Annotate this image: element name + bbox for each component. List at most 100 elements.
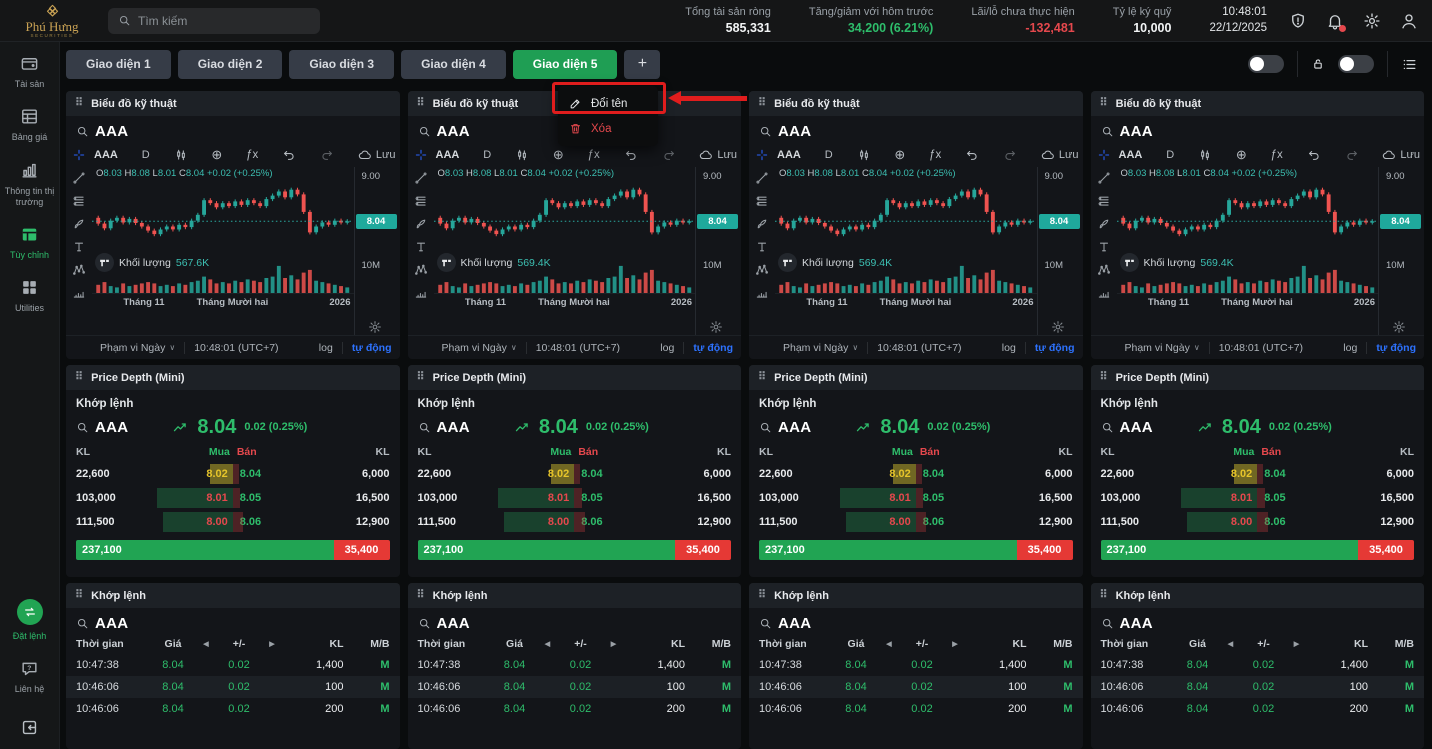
scale-settings-icon[interactable] [709,320,723,334]
ticker-symbol[interactable]: AAA [436,123,470,140]
crosshair-tool-icon[interactable] [414,148,428,162]
drag-handle-icon[interactable]: ⠿ [75,589,84,601]
price-plot[interactable]: O8.03 H8.08 L8.01 C8.04 +0.02 (+0.25%) K… [775,167,1037,335]
search-icon[interactable] [1101,617,1114,630]
range-selector[interactable]: Phạm vi Ngày [100,341,166,354]
bid-price-cell[interactable]: 8.00 [157,510,233,534]
price-plot[interactable]: O8.03 H8.08 L8.01 C8.04 +0.02 (+0.25%) K… [1116,167,1378,335]
price-plot[interactable]: O8.03 H8.08 L8.01 C8.04 +0.02 (+0.25%) K… [92,167,354,335]
sidebar-item-order[interactable]: Đặt lệnh [0,598,59,642]
price-scale[interactable]: 9.00 8.04 10M [1036,167,1083,335]
crosshair-tool-icon[interactable] [755,148,769,162]
ask-price-cell[interactable]: 8.05 [232,486,309,510]
ask-price-cell[interactable]: 8.05 [1257,486,1333,510]
log-scale-button[interactable]: log [1343,341,1358,354]
crosshair-tool-icon[interactable] [72,148,86,162]
ticker-symbol[interactable]: AAA [778,615,812,632]
ticker-symbol[interactable]: AAA [436,418,470,436]
depth-row[interactable]: 111,500 8.00 8.06 12,900 [76,510,390,534]
search-icon[interactable] [759,421,772,434]
compare-icon[interactable]: ⊕ [894,147,906,162]
trendline-tool-icon[interactable] [72,171,86,185]
theme-toggle[interactable] [1248,55,1284,73]
scroll-left-icon[interactable]: ◀ [544,641,551,648]
ticker-symbol[interactable]: AAA [95,123,129,140]
ticker-symbol[interactable]: AAA [436,615,470,632]
bid-price-cell[interactable]: 8.01 [498,486,575,510]
search-icon[interactable] [76,421,89,434]
scroll-right-icon[interactable]: ▶ [610,641,617,648]
timezone-label[interactable]: 10:48:01 (UTC+7) [535,341,621,354]
scroll-left-icon[interactable]: ◀ [203,641,209,648]
redo-icon[interactable] [320,148,334,162]
drag-handle-icon[interactable]: ⠿ [416,97,425,109]
measure-tool-icon[interactable] [755,286,769,300]
search-icon[interactable] [418,421,431,434]
ask-price-cell[interactable]: 8.05 [574,486,650,510]
depth-row[interactable]: 103,000 8.01 8.05 16,500 [1101,486,1414,510]
drag-handle-icon[interactable]: ⠿ [758,97,767,109]
price-plot[interactable]: O8.03 H8.08 L8.01 C8.04 +0.02 (+0.25%) K… [433,167,695,335]
text-tool-icon[interactable] [414,240,428,254]
undo-icon[interactable] [624,148,638,162]
price-scale[interactable]: 9.00 8.04 10M [353,167,400,335]
ticker-symbol[interactable]: AAA [95,418,129,436]
chart-type-icon[interactable] [857,148,871,162]
crosshair-tool-icon[interactable] [1097,148,1111,162]
brush-tool-icon[interactable] [1097,217,1111,231]
redo-icon[interactable] [662,148,676,162]
bid-price-cell[interactable]: 8.02 [840,462,916,486]
logout-icon[interactable] [20,718,39,737]
depth-row[interactable]: 103,000 8.01 8.05 16,500 [76,486,390,510]
ticker-symbol[interactable]: AAA [1119,123,1153,140]
trendline-tool-icon[interactable] [1097,171,1111,185]
depth-row[interactable]: 103,000 8.01 8.05 16,500 [759,486,1073,510]
sidebar-item-utilities[interactable]: Utilities [0,278,59,314]
redo-icon[interactable] [1003,148,1017,162]
fib-retracement-tool-icon[interactable] [1097,194,1111,208]
range-selector[interactable]: Phạm vi Ngày [441,341,507,354]
auto-scale-button[interactable]: tự động [351,341,392,354]
toolbar-ticker[interactable]: AAA [94,149,118,161]
fib-retracement-tool-icon[interactable] [755,194,769,208]
ask-price-cell[interactable]: 8.04 [232,462,309,486]
context-menu-rename[interactable]: Đổi tên [558,91,658,116]
bid-price-cell[interactable]: 8.02 [498,462,575,486]
text-tool-icon[interactable] [72,240,86,254]
time-axis[interactable]: Tháng 11 Tháng Mười hai 2026 [433,293,695,311]
search-input[interactable] [138,13,310,28]
drag-handle-icon[interactable]: ⠿ [1099,589,1108,601]
depth-row[interactable]: 111,500 8.00 8.06 12,900 [759,510,1073,534]
redo-icon[interactable] [1345,148,1359,162]
pattern-tool-icon[interactable] [755,263,769,277]
interval-button[interactable]: D [1166,149,1175,161]
price-scale[interactable]: 9.00 8.04 10M [695,167,741,335]
text-tool-icon[interactable] [755,240,769,254]
ask-price-cell[interactable]: 8.06 [232,510,309,534]
undo-icon[interactable] [282,148,296,162]
time-axis[interactable]: Tháng 11 Tháng Mười hai 2026 [1116,293,1378,311]
drag-handle-icon[interactable]: ⠿ [758,589,767,601]
tab-layout-4[interactable]: Giao diện 4 [401,49,506,79]
indicators-button[interactable]: ƒx [587,149,600,161]
brush-tool-icon[interactable] [414,217,428,231]
drag-handle-icon[interactable]: ⠿ [416,371,425,383]
lock-layout-toggle[interactable] [1338,55,1374,73]
depth-row[interactable]: 111,500 8.00 8.06 12,900 [418,510,731,534]
timezone-label[interactable]: 10:48:01 (UTC+7) [877,341,962,354]
ask-price-cell[interactable]: 8.06 [574,510,650,534]
search-icon[interactable] [1101,125,1114,138]
scale-settings-icon[interactable] [1392,320,1406,334]
depth-row[interactable]: 22,600 8.02 8.04 6,000 [418,462,731,486]
drag-handle-icon[interactable]: ⠿ [75,97,84,109]
ticker-symbol[interactable]: AAA [778,418,812,436]
log-scale-button[interactable]: log [660,341,675,354]
widget-list-icon[interactable] [1401,56,1418,73]
settings-gear-icon[interactable] [1363,12,1381,30]
search-icon[interactable] [76,125,89,138]
tab-layout-1[interactable]: Giao diện 1 [66,49,171,79]
interval-button[interactable]: D [141,149,150,161]
timezone-label[interactable]: 10:48:01 (UTC+7) [1218,341,1304,354]
search-icon[interactable] [759,617,772,630]
drag-handle-icon[interactable]: ⠿ [758,371,767,383]
